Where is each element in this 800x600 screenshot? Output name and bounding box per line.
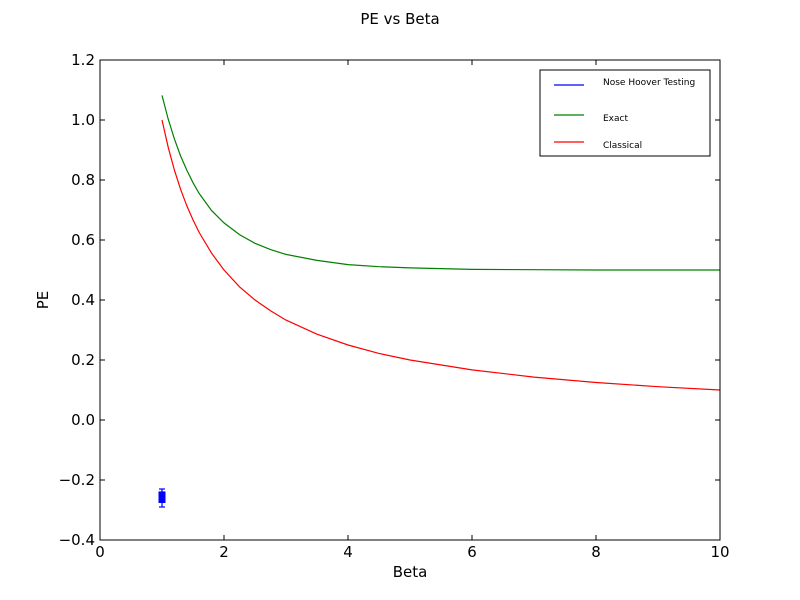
x-tick-label: 8 [591, 543, 601, 561]
y-tick-label: 1.0 [71, 111, 95, 129]
y-tick-label: 0.4 [71, 291, 95, 309]
legend-entry: Exact [603, 114, 628, 124]
chart-title: PE vs Beta [360, 10, 439, 28]
y-tick-label: 0.0 [71, 411, 95, 429]
series-layer [158, 95, 720, 508]
y-tick-label: −0.2 [59, 471, 95, 489]
series-exact [161, 95, 720, 271]
y-tick-label: 0.2 [71, 351, 95, 369]
x-axis-label: Beta [393, 563, 428, 581]
legend-entry: Nose Hoover Testing [603, 78, 695, 88]
x-tick-label: 10 [710, 543, 729, 561]
series-line [161, 95, 720, 271]
series-nose-hoover-testing [158, 488, 166, 508]
x-tick-label: 2 [219, 543, 229, 561]
legend-entry: Classical [603, 141, 642, 151]
series-classical [161, 119, 720, 391]
legend: Nose Hoover Testing Exact Classical [539, 69, 711, 157]
y-tick-label: 1.2 [71, 51, 95, 69]
y-tick-label: 0.6 [71, 231, 95, 249]
x-tick-label: 0 [95, 543, 105, 561]
series-line [161, 119, 720, 391]
x-tick-label: 4 [343, 543, 353, 561]
y-tick-label: −0.4 [59, 531, 95, 549]
y-tick-label: 0.8 [71, 171, 95, 189]
plot-area: 0 2 4 6 8 10 −0.4 −0.2 0.0 0.2 0.4 0.6 0.8 1.0 1.2 [59, 51, 730, 561]
data-point [158, 496, 166, 503]
y-axis-label: PE [34, 291, 52, 310]
ticks-layer: 0 2 4 6 8 10 −0.4 −0.2 0.0 0.2 0.4 0.6 0.8 1.0 1.2 [59, 51, 730, 561]
x-tick-label: 6 [467, 543, 477, 561]
